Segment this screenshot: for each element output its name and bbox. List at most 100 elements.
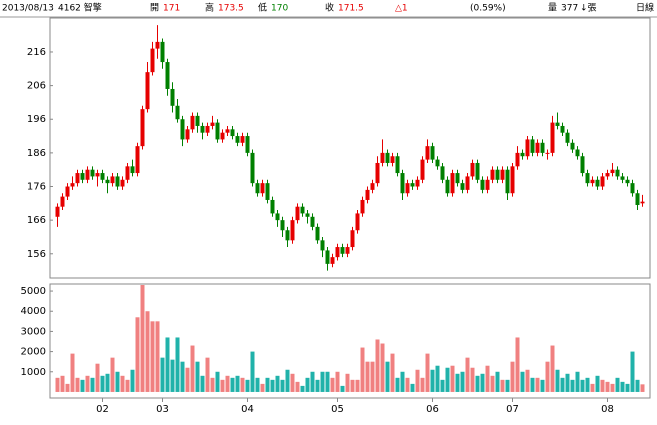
volume-bar [390,353,395,392]
volume-bar [440,379,445,392]
y-tick-label: 216 [27,47,46,58]
x-tick-label: 04 [241,404,254,415]
candle-body [565,132,570,143]
high-value: 173.5 [218,4,244,14]
volume-bar [480,373,485,392]
volume-bar [160,357,165,392]
volume-bar [220,379,225,392]
volume-bar [420,377,425,392]
candle-body [370,183,375,190]
volume-bar [515,337,520,392]
candle-body [205,125,210,133]
x-tick-label: 08 [601,404,614,415]
volume-bar [225,375,230,392]
volume-bar [295,381,300,392]
candle-body [450,173,455,194]
candle-body [535,142,540,153]
candle-body [155,41,160,49]
low-value: 170 [271,4,288,14]
volume-bar [370,361,375,392]
candle-body [215,122,220,140]
volume-bar [445,367,450,392]
candle-body [500,169,505,180]
candle-body [540,142,545,153]
candle-body [465,176,470,190]
y-tick-label: 156 [27,249,46,260]
volume-bar [395,377,400,392]
volume-value: 377 [561,4,578,14]
candle-body [70,183,75,187]
candle-body [510,166,515,194]
period: 日線 [636,2,654,14]
candle-body [480,179,485,190]
candle-body [270,199,275,214]
volume-bar [305,377,310,392]
candle-body [395,156,400,174]
volume-bar [325,371,330,392]
volume-bar [490,375,495,392]
candle-body [635,193,640,206]
x-tick-label: 05 [331,404,344,415]
volume-tick-label: 3000 [21,326,46,337]
volume-bar [630,351,635,392]
candle-body [315,226,320,241]
volume-bar [360,347,365,392]
candle-body [435,159,440,167]
candle-body [345,247,350,254]
date: 2013/08/13 [2,4,54,14]
candle-body [335,247,340,258]
volume-bar [180,361,185,392]
volume-bar [145,311,150,392]
candle-body [265,183,270,200]
volume-bar [215,371,220,392]
volume-bar [530,377,535,392]
volume-bar [135,317,140,392]
candle-body [310,216,315,227]
volume-bar [330,377,335,392]
volume-bar [185,367,190,392]
candle-body [380,152,385,163]
volume-tick-label: 1000 [21,367,46,378]
volume-bar [555,369,560,392]
candle-body [515,152,520,167]
candle-body [355,213,360,231]
candle-body [170,88,175,106]
volume-bar [585,377,590,392]
candle-body [630,183,635,194]
candle-body [475,162,480,180]
y-tick-label: 166 [27,215,46,226]
candle-body [505,169,510,194]
volume-bar [505,379,510,392]
volume-bar [540,379,545,392]
candle-body [275,213,280,221]
volume-bar [65,383,70,392]
volume-bar [570,379,575,392]
candle-body [585,173,590,184]
candle-body [145,72,150,110]
x-tick-label: 07 [506,404,519,415]
candle-body [225,129,230,133]
volume-bar [260,383,265,392]
candle-body [495,169,500,180]
volume-bar [130,369,135,392]
candle-body [425,146,430,160]
candle-body [320,240,325,251]
volume-bar [235,375,240,392]
candle-body [75,173,80,184]
candle-body [190,115,195,130]
candle-body [350,230,355,248]
volume-bar [55,377,60,392]
volume-bar [230,377,235,392]
volume-bar [200,375,205,392]
volume-bar [280,379,285,392]
volume-bar [285,369,290,392]
candle-body [115,176,120,187]
volume-bar [115,371,120,392]
volume-tick-label: 5000 [21,286,46,297]
volume-bar [460,371,465,392]
candle-body [135,146,140,174]
candle-body [160,41,165,63]
candle-body [420,159,425,180]
candle-body [255,183,260,194]
